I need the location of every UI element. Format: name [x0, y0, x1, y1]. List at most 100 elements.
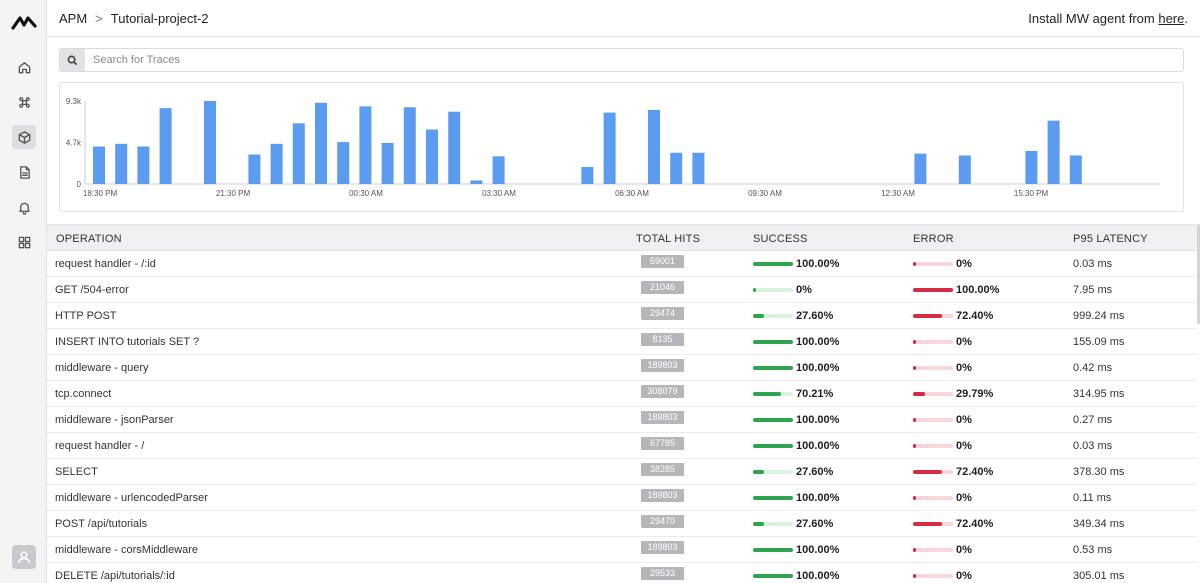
y-tick-label: 4.7k — [66, 139, 82, 148]
operation-name[interactable]: INSERT INTO tutorials SET ? — [55, 336, 200, 348]
x-tick-label: 12:30 AM — [881, 189, 915, 198]
table-row[interactable]: SELECT 38285 27.60% 72.40% 378.30 ms — [47, 459, 1197, 485]
traces-bar-chart: 9.3k 4.7k 018:30 PM 21:30 PM 00:30 AM 03:30 A… — [66, 97, 1160, 198]
operation-name[interactable]: request handler - /:id — [55, 258, 156, 270]
search-input[interactable] — [85, 49, 1183, 71]
success-bar — [753, 470, 793, 474]
table-row[interactable]: request handler - / 67785 100.00% 0% 0.03 ms — [47, 433, 1197, 459]
operation-name[interactable]: DELETE /api/tutorials/:id — [55, 570, 175, 582]
table-row[interactable]: GET /504-error 21046 0% 100.00% 7.95 ms — [47, 277, 1197, 303]
error-bar — [913, 418, 953, 422]
total-hits-badge: 29474 — [641, 307, 684, 320]
chart-bar — [692, 152, 705, 184]
operation-name[interactable]: tcp.connect — [55, 388, 112, 400]
success-bar — [753, 496, 793, 500]
error-value: 0% — [956, 362, 972, 374]
table-row[interactable]: middleware - jsonParser 189803 100.00% 0% 0.… — [47, 407, 1197, 433]
success-bar-fill — [753, 522, 765, 526]
table-row[interactable]: POST /api/tutorials 29470 27.60% 72.40% 349.… — [47, 511, 1197, 537]
table-header: OPERATION TOTAL HITS SUCCESS ERROR P95 L… — [47, 224, 1197, 251]
success-value: 27.60% — [796, 310, 834, 322]
success-bar-fill — [753, 392, 782, 396]
column-header-p95-latency[interactable]: P95 LATENCY — [1073, 233, 1148, 245]
p95-latency-value: 999.24 ms — [1073, 310, 1125, 322]
total-hits-badge: 29533 — [641, 567, 684, 580]
error-value: 0% — [956, 570, 972, 582]
table-row[interactable]: middleware - urlencodedParser 189803 100.0… — [47, 485, 1197, 511]
middleware-logo-icon[interactable] — [11, 14, 37, 30]
error-bar — [913, 392, 953, 396]
x-tick-label: 21:30 PM — [216, 189, 251, 198]
success-rate: 27.60% — [753, 466, 833, 478]
breadcrumb-separator: > — [95, 11, 103, 26]
table-row[interactable]: middleware - query 189803 100.00% 0% 0.42 ms — [47, 355, 1197, 381]
success-rate: 100.00% — [753, 258, 839, 270]
nav-apm-button[interactable] — [12, 125, 36, 149]
success-bar — [753, 444, 793, 448]
success-bar — [753, 522, 793, 526]
nav-home-button[interactable] — [12, 55, 36, 79]
table-row[interactable]: middleware - corsMiddleware 189803 100.00%… — [47, 537, 1197, 563]
bell-icon — [18, 202, 30, 215]
success-bar — [753, 366, 793, 370]
chart-bar — [603, 112, 616, 184]
breadcrumb-project: Tutorial-project-2 — [110, 11, 209, 26]
table-row[interactable]: HTTP POST 29474 27.60% 72.40% 999.24 ms — [47, 303, 1197, 329]
error-value: 0% — [956, 492, 972, 504]
traces-chart-card: 9.3k 4.7k 0 18:30 PM 21:30 PM 00:30 AM 03:30 A… — [59, 82, 1184, 212]
error-bar — [913, 548, 953, 552]
nav-command-button[interactable] — [12, 90, 36, 114]
column-header-total-hits[interactable]: TOTAL HITS — [636, 233, 701, 245]
chart-bar — [315, 102, 327, 184]
success-value: 100.00% — [796, 492, 840, 504]
column-header-success[interactable]: SUCCESS — [753, 233, 808, 245]
page-scrollbar[interactable] — [1197, 224, 1200, 324]
operation-name[interactable]: middleware - corsMiddleware — [55, 544, 199, 556]
error-rate: 0% — [913, 336, 972, 348]
total-hits-badge: 21046 — [641, 281, 684, 294]
user-avatar-button[interactable] — [12, 545, 36, 569]
operation-name[interactable]: request handler - / — [55, 440, 145, 452]
error-bar-fill — [913, 522, 942, 526]
error-value: 72.40% — [956, 466, 994, 478]
operation-name[interactable]: middleware - jsonParser — [55, 414, 174, 426]
success-bar-fill — [753, 496, 793, 500]
error-value: 0% — [956, 258, 972, 270]
chart-bar — [159, 108, 172, 184]
success-bar-fill — [753, 444, 793, 448]
chart-bar — [359, 106, 372, 184]
table-row[interactable]: request handler - /:id 59001 100.00% 0% 0.03… — [47, 251, 1197, 277]
install-agent-message: Install MW agent from here. — [1028, 11, 1188, 26]
breadcrumb: APM > Tutorial-project-2 — [59, 11, 209, 26]
operation-name[interactable]: POST /api/tutorials — [55, 518, 148, 530]
nav-alerts-button[interactable] — [12, 195, 36, 219]
home-icon — [18, 61, 30, 73]
chart-bar — [381, 142, 394, 184]
success-bar-fill — [753, 574, 793, 578]
table-row[interactable]: tcp.connect 308079 70.21% 29.79% 314.95 ms — [47, 381, 1197, 407]
total-hits-badge: 29470 — [641, 515, 684, 528]
search-button[interactable] — [60, 49, 85, 71]
table-row[interactable]: DELETE /api/tutorials/:id 29533 100.00% 0% 3… — [47, 563, 1197, 583]
operation-name[interactable]: middleware - urlencodedParser — [55, 492, 208, 504]
column-header-operation[interactable]: OPERATION — [56, 233, 122, 245]
operation-name[interactable]: SELECT — [55, 466, 98, 478]
table-row[interactable]: INSERT INTO tutorials SET ? 8135 100.00% 0%… — [47, 329, 1197, 355]
p95-latency-value: 0.27 ms — [1073, 414, 1113, 426]
success-bar — [753, 574, 793, 578]
operation-name[interactable]: GET /504-error — [55, 284, 129, 296]
error-bar — [913, 340, 953, 344]
chart-bar — [914, 153, 927, 184]
operation-name[interactable]: middleware - query — [55, 362, 149, 374]
p95-latency-value: 0.53 ms — [1073, 544, 1113, 556]
cube-icon — [18, 130, 30, 144]
nav-logs-button[interactable] — [12, 160, 36, 184]
breadcrumb-apm-link[interactable]: APM — [59, 11, 88, 26]
column-header-error[interactable]: ERROR — [913, 233, 954, 245]
error-bar — [913, 470, 953, 474]
search-icon — [67, 55, 78, 65]
success-value: 70.21% — [796, 388, 834, 400]
install-agent-link[interactable]: here — [1158, 11, 1185, 26]
nav-dashboard-button[interactable] — [12, 230, 36, 254]
operation-name[interactable]: HTTP POST — [55, 310, 117, 322]
